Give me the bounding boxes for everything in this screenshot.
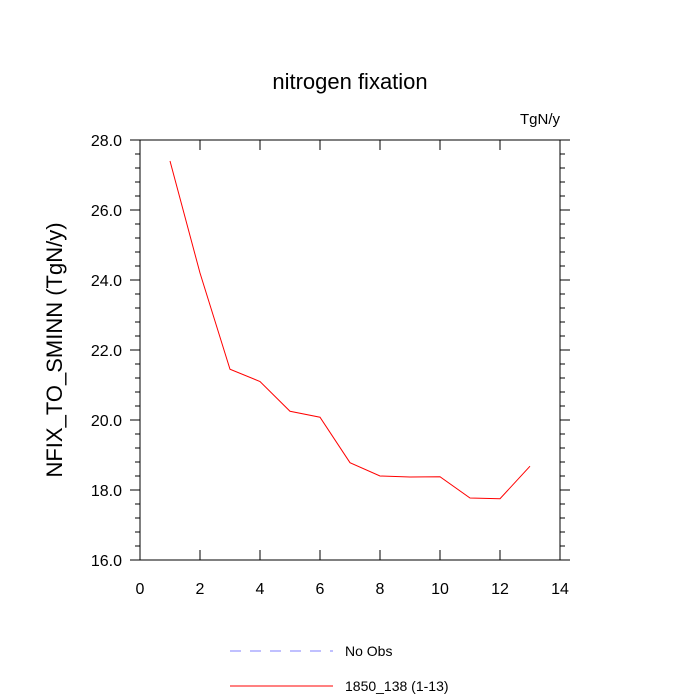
x-tick-label: 12	[491, 581, 509, 598]
x-tick-label: 4	[256, 581, 265, 598]
axis-ticks	[130, 139, 570, 561]
axis-tick-labels: 0 2 4 6 8 10 12 14 16.0 18.0 20.0 22.0 24.0 26.0 28.0	[91, 133, 569, 598]
x-tick-label: 0	[136, 581, 145, 598]
x-tick-label: 8	[376, 581, 385, 598]
x-tick-label: 6	[316, 581, 325, 598]
units-label: TgN/y	[520, 111, 561, 128]
series-group	[169, 160, 531, 500]
y-tick-label: 26.0	[91, 203, 122, 220]
series-line	[169, 160, 531, 500]
y-tick-label: 28.0	[91, 133, 122, 150]
plot-frame	[139, 139, 561, 561]
y-axis-label: NFIX_TO_SMINN (TgN/y)	[42, 222, 67, 477]
x-tick-label: 2	[196, 581, 205, 598]
legend: No Obs 1850_138 (1-13)	[230, 643, 449, 694]
legend-label: No Obs	[345, 643, 392, 659]
x-tick-label: 10	[431, 581, 449, 598]
legend-label: 1850_138 (1-13)	[345, 678, 449, 694]
x-tick-label: 14	[551, 581, 569, 598]
y-tick-label: 18.0	[91, 483, 122, 500]
y-tick-label: 24.0	[91, 273, 122, 290]
y-tick-label: 20.0	[91, 413, 122, 430]
y-tick-label: 16.0	[91, 553, 122, 570]
y-tick-label: 22.0	[91, 343, 122, 360]
chart-title: nitrogen fixation	[272, 69, 427, 94]
